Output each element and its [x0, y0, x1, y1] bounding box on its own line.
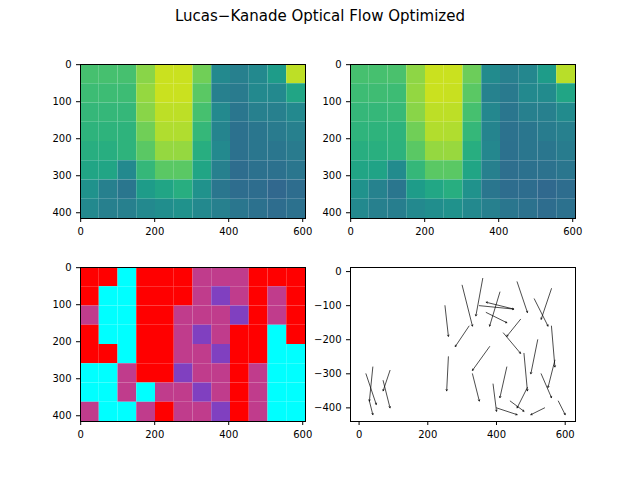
- svg-text:400: 400: [52, 207, 71, 218]
- svg-text:200: 200: [52, 336, 71, 347]
- svg-text:600: 600: [293, 429, 312, 440]
- svg-text:100: 100: [52, 299, 71, 310]
- svg-text:300: 300: [52, 373, 71, 384]
- html-text:Lucas−Kanade Optical Flow Opti: Lucas−Kanade Optical Flow Optimized: [175, 7, 465, 25]
- svg-text:400: 400: [322, 207, 341, 218]
- svg-text:200: 200: [52, 133, 71, 144]
- svg-text:400: 400: [219, 226, 238, 237]
- svg-text:200: 200: [145, 226, 164, 237]
- svg-text:200: 200: [322, 133, 341, 144]
- svg-text:0: 0: [65, 59, 71, 70]
- svg-text:400: 400: [219, 429, 238, 440]
- svg-text:400: 400: [489, 226, 508, 237]
- svg-text:−300: −300: [314, 368, 341, 379]
- svg-text:600: 600: [556, 429, 575, 440]
- svg-text:0: 0: [335, 266, 341, 277]
- svg-text:200: 200: [145, 429, 164, 440]
- svg-text:0: 0: [356, 429, 362, 440]
- svg-text:600: 600: [293, 226, 312, 237]
- svg-text:0: 0: [335, 59, 341, 70]
- svg-text:−400: −400: [314, 402, 341, 413]
- svg-text:100: 100: [322, 96, 341, 107]
- svg-text:0: 0: [65, 262, 71, 273]
- svg-text:0: 0: [77, 429, 83, 440]
- svg-text:200: 200: [415, 226, 434, 237]
- svg-text:300: 300: [322, 170, 341, 181]
- svg-text:600: 600: [563, 226, 582, 237]
- svg-text:−100: −100: [314, 300, 341, 311]
- svg-text:0: 0: [347, 226, 353, 237]
- svg-text:−200: −200: [314, 334, 341, 345]
- svg-text:200: 200: [418, 429, 437, 440]
- svg-text:400: 400: [52, 410, 71, 421]
- svg-text:400: 400: [487, 429, 506, 440]
- svg-text:0: 0: [77, 226, 83, 237]
- svg-text:300: 300: [52, 170, 71, 181]
- svg-text:100: 100: [52, 96, 71, 107]
